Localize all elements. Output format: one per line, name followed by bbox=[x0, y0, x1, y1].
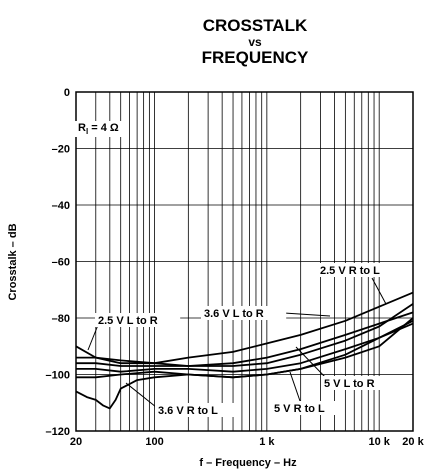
series-line bbox=[76, 291, 414, 365]
y-axis-label: Crosstalk – dB bbox=[7, 223, 19, 300]
chart-title-line-2: vs bbox=[248, 35, 262, 49]
y-tick-label: –80 bbox=[52, 313, 70, 325]
series-label: 2.5 V R to L bbox=[320, 265, 380, 277]
x-tick-label: 10 k bbox=[368, 436, 390, 448]
series-leader-line bbox=[295, 346, 327, 379]
labels-layer: 2.5 V L to R 3.6 V L to R 2.5 V R to L 5 V … bbox=[87, 263, 403, 417]
x-tick-label: 100 bbox=[145, 436, 163, 448]
annotation-symbol: R bbox=[78, 122, 86, 134]
series-label: 5 V L to R bbox=[324, 378, 375, 390]
series-line bbox=[76, 319, 414, 373]
series-label-background bbox=[321, 376, 393, 390]
y-tick-label: –20 bbox=[52, 144, 70, 156]
x-axis-label: f – Frequency – Hz bbox=[199, 457, 297, 469]
series-leader-line bbox=[125, 382, 157, 408]
chart-title-line-3: FREQUENCY bbox=[201, 48, 309, 67]
series-leader-line bbox=[283, 312, 331, 317]
y-tick-label: –60 bbox=[52, 257, 70, 269]
annotation-background bbox=[75, 121, 122, 137]
series-label: 5 V R to L bbox=[274, 403, 325, 415]
x-tick-label: 20 k bbox=[402, 436, 424, 448]
series-label-background bbox=[95, 313, 181, 327]
y-tick-label: –100 bbox=[46, 370, 70, 382]
y-tick-label: –120 bbox=[46, 426, 70, 438]
series-line bbox=[76, 303, 414, 367]
series-label-background bbox=[201, 306, 287, 320]
x-tick-label: 1 k bbox=[259, 436, 275, 448]
series-label: 3.6 V R to L bbox=[158, 405, 218, 417]
annotation-value: = 4 Ω bbox=[88, 122, 119, 134]
plot-frame bbox=[75, 91, 414, 432]
y-tick-label: 0 bbox=[64, 87, 70, 99]
series-label: 2.5 V L to R bbox=[98, 315, 158, 327]
series-line bbox=[75, 322, 414, 410]
series-label: 3.6 V L to R bbox=[204, 308, 264, 320]
x-tick-label: 20 bbox=[70, 436, 82, 448]
series-leader-line bbox=[289, 371, 301, 402]
series-label-background bbox=[317, 263, 403, 277]
chart-title-line-1: CROSSTALK bbox=[202, 16, 308, 35]
series-leader-line bbox=[371, 277, 387, 305]
series-label-background bbox=[271, 401, 343, 415]
load-resistance-annotation: Rl = 4 Ω bbox=[78, 122, 119, 136]
y-tick-label: –40 bbox=[52, 200, 70, 212]
annotation-subscript: l bbox=[86, 127, 88, 136]
series-line bbox=[75, 311, 414, 367]
series-label-background bbox=[155, 403, 241, 417]
series-layer bbox=[75, 291, 414, 410]
